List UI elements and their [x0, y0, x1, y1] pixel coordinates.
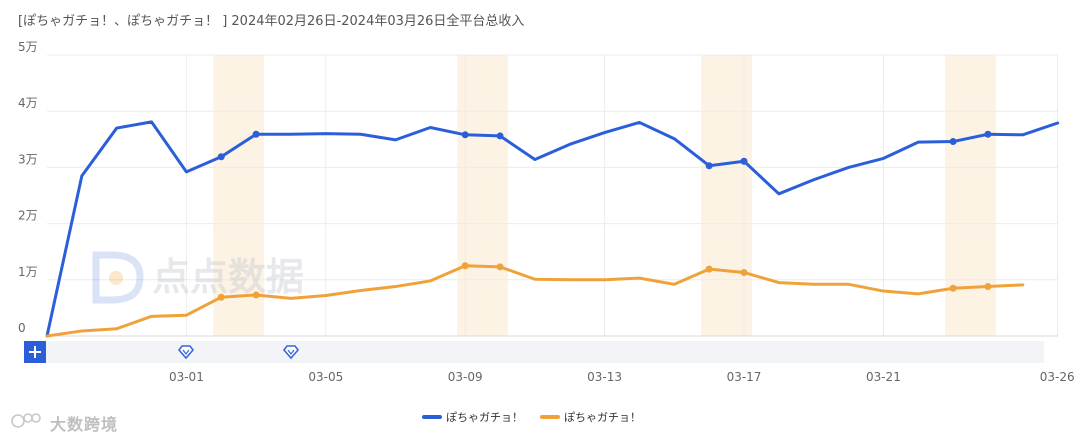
event-marker-icon[interactable] — [177, 345, 195, 360]
x-tick-label: 03-13 — [587, 370, 622, 384]
series-line-1 — [45, 120, 1060, 338]
series-point-2 — [740, 268, 748, 276]
x-tick-label: 03-26 — [1040, 370, 1075, 384]
y-tick-label: 4万 — [18, 96, 38, 110]
legend-label: ぽちゃガチョ！ — [446, 411, 523, 424]
series-point-1 — [496, 132, 504, 140]
series-point-1 — [949, 138, 957, 146]
series-point-1 — [740, 157, 748, 165]
time-slider[interactable] — [46, 341, 1044, 363]
series-point-1 — [461, 131, 469, 139]
y-tick-label: 0 — [18, 321, 26, 335]
corner-watermark-icon — [11, 413, 41, 428]
y-tick-label: 1万 — [18, 265, 38, 279]
chart-title: [ぽちゃガチョ！、ぽちゃガチョ！ ] 2024年02月26日-2024年03月2… — [18, 14, 525, 29]
highlight-band — [945, 55, 996, 336]
series-point-2 — [705, 265, 713, 273]
highlight-band — [213, 55, 265, 336]
watermark-text: 点点数据 — [152, 255, 304, 299]
series-point-2 — [949, 284, 957, 292]
series-point-2 — [252, 291, 260, 299]
x-tick-label: 03-17 — [727, 370, 762, 384]
event-marker-icon[interactable] — [282, 345, 300, 360]
chart-watermark: 点点数据 — [92, 251, 304, 304]
legend-label: ぽちゃガチョ！ — [564, 411, 641, 424]
expand-button[interactable] — [24, 341, 46, 363]
series-point-1 — [217, 153, 225, 161]
corner-watermark-text: 大数跨境 — [50, 415, 119, 434]
series-line-2 — [45, 264, 1025, 338]
grid-lines — [47, 54, 1059, 337]
series-point-2 — [984, 283, 992, 291]
legend: ぽちゃガチョ！ ぽちゃガチョ！ — [422, 411, 641, 424]
series-point-1 — [252, 130, 260, 138]
series-point-1 — [705, 162, 713, 170]
y-axis: 0 1万 2万 3万 4万 5万 — [18, 40, 38, 335]
series-point-1 — [984, 130, 992, 138]
x-tick-label: 03-05 — [308, 370, 343, 384]
watermark-logo-icon — [92, 251, 144, 304]
plus-icon — [29, 346, 41, 358]
series-point-2 — [496, 263, 504, 271]
y-tick-label: 2万 — [18, 209, 38, 223]
x-axis: 03-01 03-05 03-09 03-13 03-17 03-21 03-26 — [169, 370, 1075, 384]
x-tick-label: 03-09 — [448, 370, 483, 384]
x-tick-label: 03-21 — [866, 370, 901, 384]
y-tick-label: 3万 — [18, 152, 38, 166]
y-tick-label: 5万 — [18, 40, 38, 54]
series-point-2 — [217, 293, 225, 301]
series-group — [45, 120, 1060, 338]
series-point-2 — [461, 262, 469, 270]
x-tick-label: 03-01 — [169, 370, 204, 384]
